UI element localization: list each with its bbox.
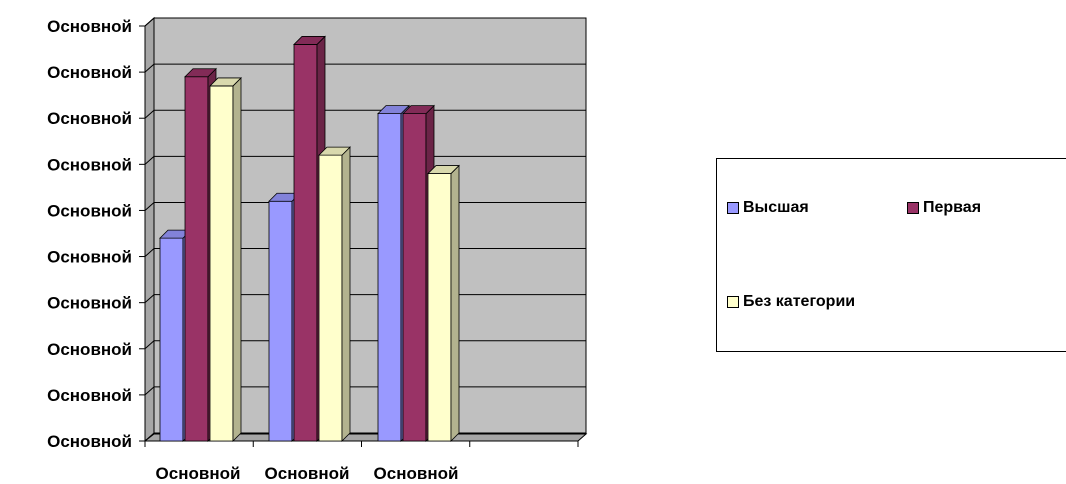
x-tick-label: Основной	[374, 464, 459, 483]
y-tick-label: Основной	[47, 155, 132, 174]
y-tick-label: Основной	[47, 386, 132, 405]
legend-swatch-series-1	[727, 202, 739, 214]
y-tick-label: Основной	[47, 109, 132, 128]
bar-top	[209, 77, 242, 87]
gridline	[144, 63, 586, 73]
bar-top	[427, 165, 460, 174]
gridline	[144, 17, 586, 27]
x-axis-labels: Основной Основной Основной	[156, 464, 459, 483]
legend-item-series-2: Первая	[907, 199, 981, 217]
y-axis-labels: Основной Основной Основной Основной Основной…	[47, 17, 132, 451]
bar-front	[402, 113, 427, 442]
legend-swatch-series-3	[727, 296, 739, 308]
y-tick-label: Основной	[47, 201, 132, 220]
bar-front	[159, 237, 184, 442]
bar-top	[402, 105, 435, 115]
bar-top	[293, 36, 326, 45]
side-wall	[144, 16, 155, 443]
bar-top	[318, 146, 351, 156]
legend-item-series-3: Без категории	[727, 293, 855, 311]
bar	[209, 76, 242, 442]
legend-swatch-series-2	[907, 202, 919, 214]
legend: Высшая Первая Без категории	[716, 158, 1066, 352]
x-tick-label: Основной	[156, 464, 241, 483]
legend-label-series-3: Без категории	[743, 293, 856, 310]
legend-item-series-1: Высшая	[727, 199, 809, 217]
bar-front	[184, 76, 209, 442]
bar-top	[377, 105, 410, 115]
bar-front	[268, 200, 293, 442]
legend-label-series-2: Первая	[923, 199, 982, 216]
y-tick-label: Основной	[47, 432, 132, 451]
bar-side	[232, 76, 242, 442]
y-tick-label: Основной	[47, 248, 132, 267]
bar-front	[293, 44, 318, 442]
x-tick-label: Основной	[265, 464, 350, 483]
y-tick-label: Основной	[47, 294, 132, 313]
bar-side	[341, 146, 351, 442]
bar	[318, 146, 351, 442]
bar-front	[318, 154, 343, 442]
y-tick-label: Основной	[47, 17, 132, 36]
y-tick-label: Основной	[47, 63, 132, 82]
bar-side	[450, 164, 460, 442]
bar-front	[427, 173, 452, 442]
bar-front	[209, 85, 234, 442]
bar-top	[184, 68, 217, 78]
legend-label-series-1: Высшая	[743, 199, 809, 216]
bar	[427, 164, 460, 442]
bars	[159, 35, 460, 442]
y-tick-label: Основной	[47, 340, 132, 359]
gridline	[144, 155, 586, 165]
bar-front	[377, 113, 402, 442]
gridline	[144, 109, 586, 119]
